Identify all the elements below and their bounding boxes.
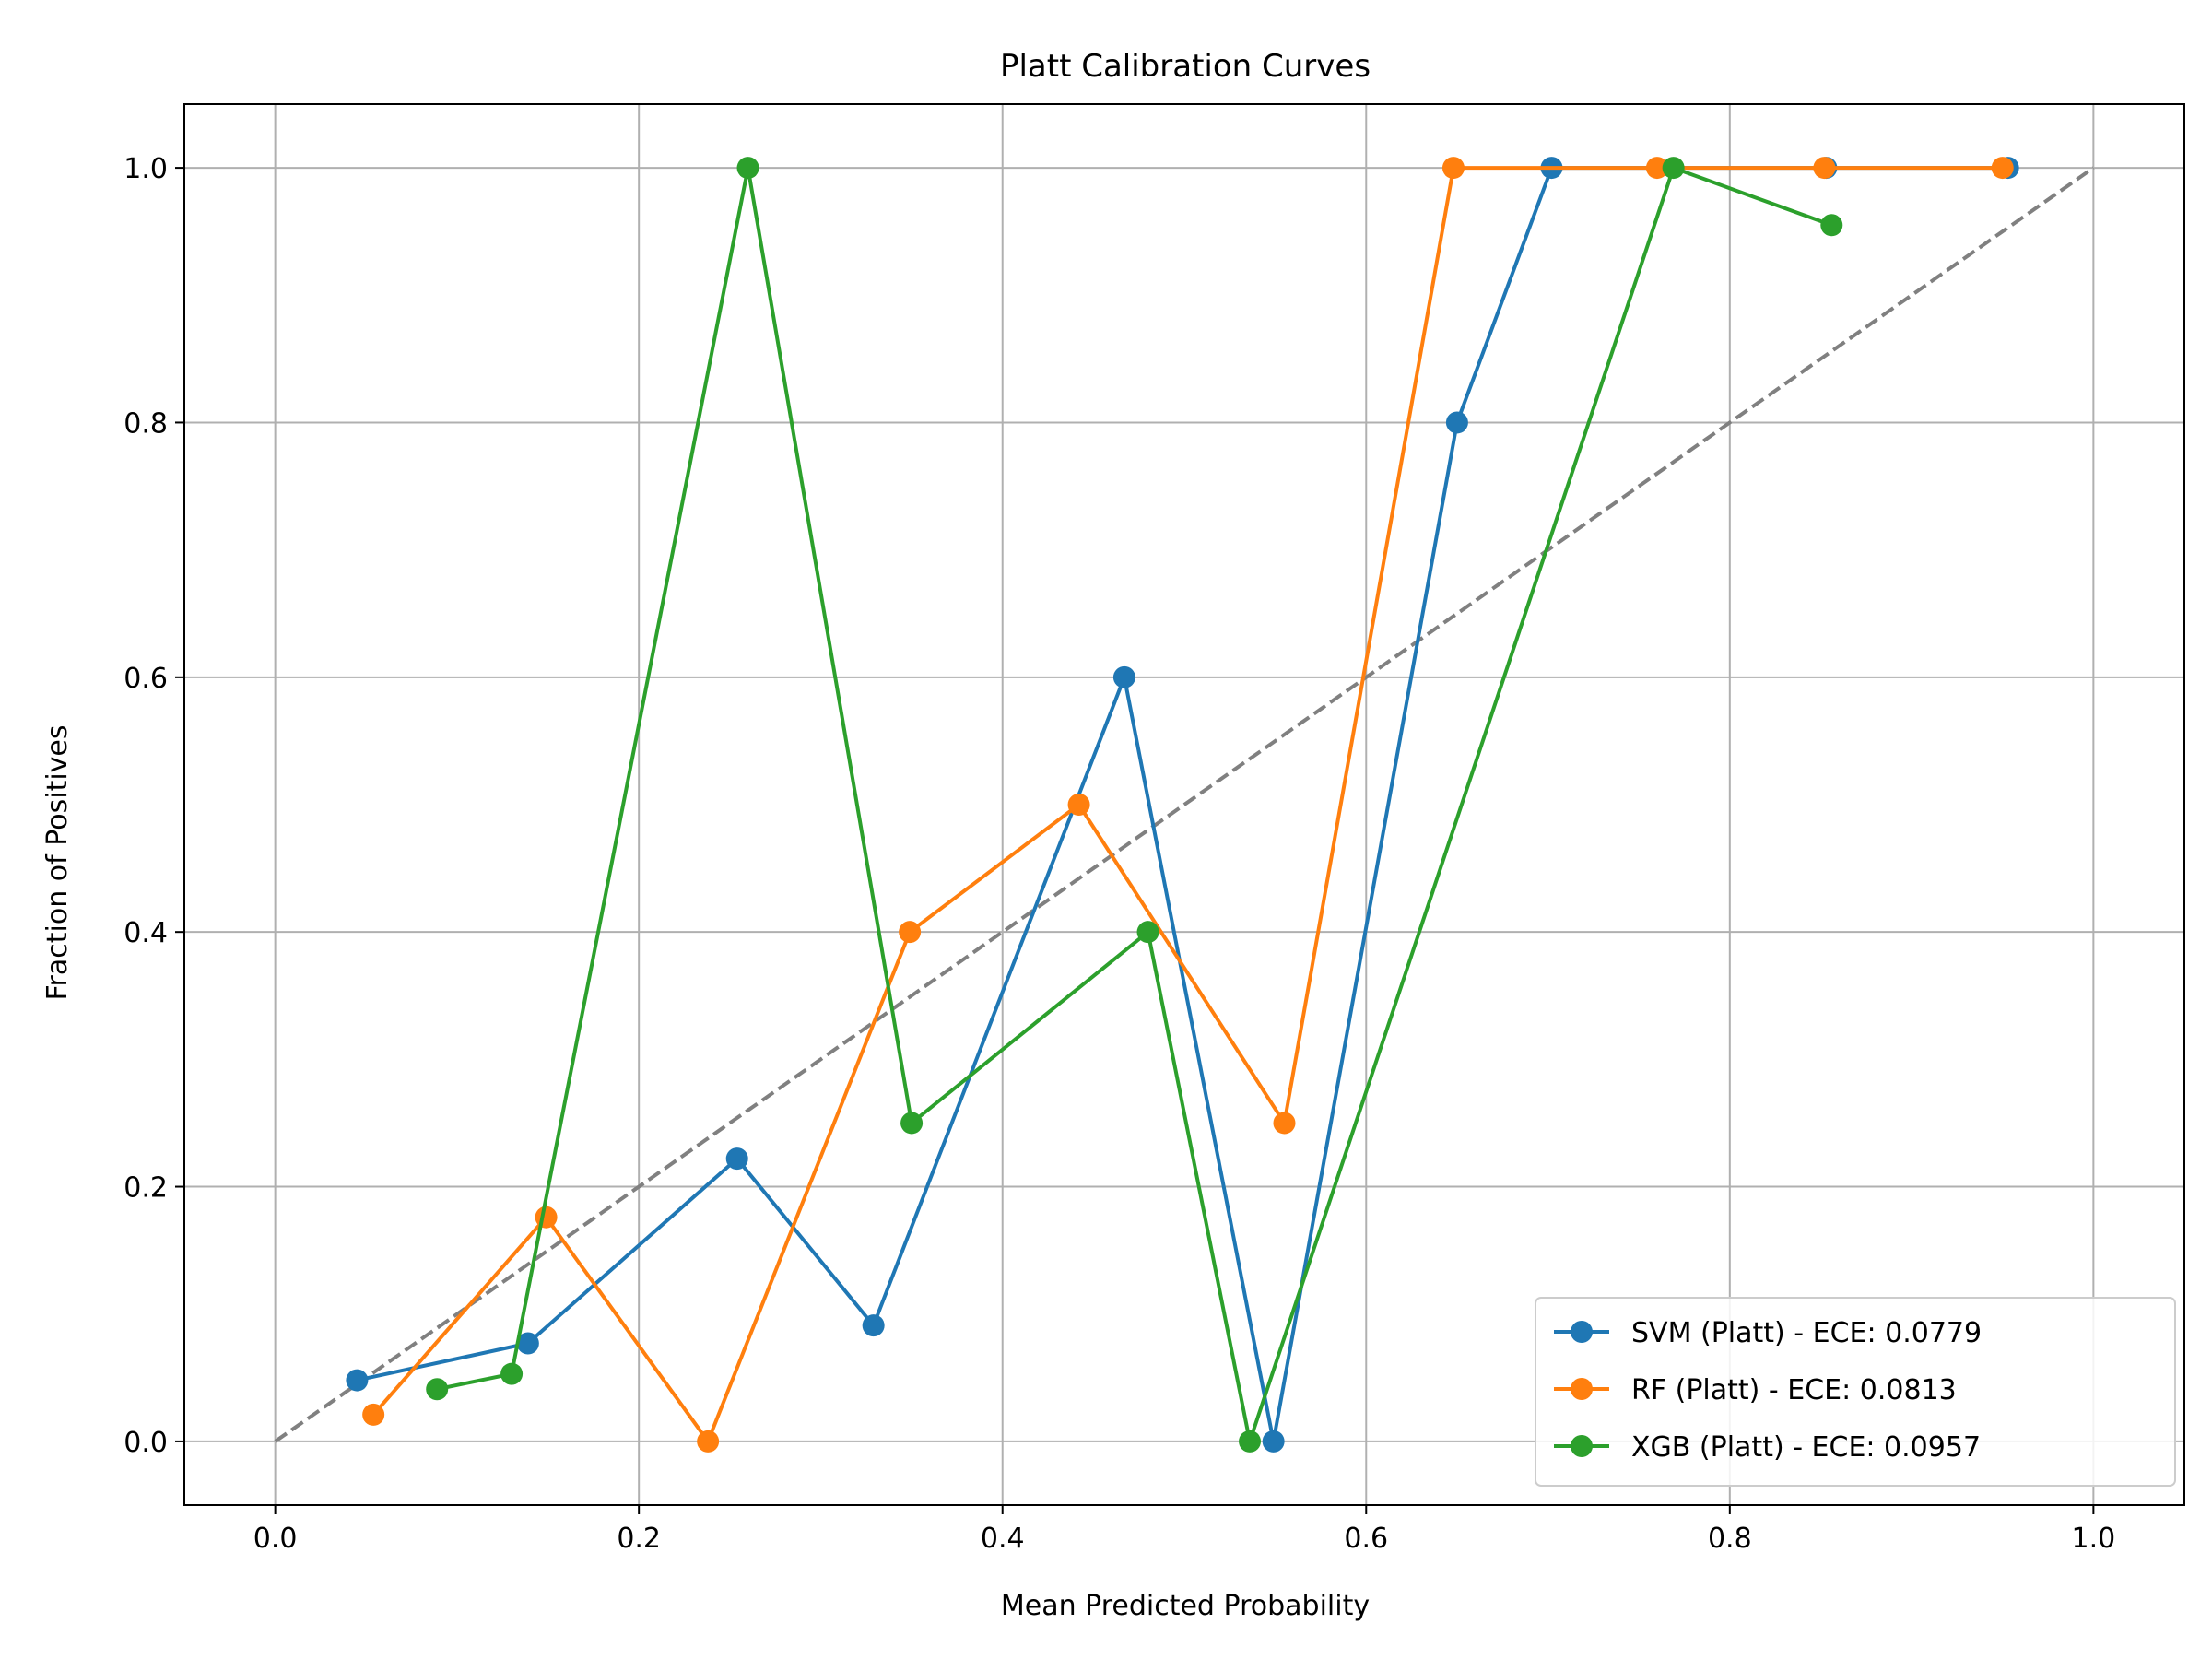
axis-ticks: 0.0 0.2 0.4 0.6 0.8 1.0 0.0 0.2 0.4 0.6 0.8 1.0 [124, 153, 2115, 1555]
legend-box [1535, 1297, 2176, 1487]
y-tick-label: 0.0 [124, 1427, 168, 1459]
series-2 [426, 157, 1843, 1453]
legend-label: SVM (Platt) - ECE: 0.0779 [1631, 1317, 1982, 1349]
chart-title: Platt Calibration Curves [1000, 48, 1371, 85]
legend-swatch-marker [1571, 1378, 1593, 1400]
x-tick-label: 0.2 [617, 1523, 661, 1555]
legend-label: XGB (Platt) - ECE: 0.0957 [1631, 1431, 1981, 1464]
reference-line-group [274, 166, 2095, 1443]
y-tick-label: 1.0 [124, 153, 168, 185]
data-point [862, 1314, 885, 1337]
data-point [1820, 214, 1843, 237]
data-point [900, 1112, 924, 1135]
data-point [426, 1378, 449, 1401]
data-point [1445, 411, 1468, 434]
data-point [1645, 157, 1668, 180]
x-tick-label: 0.6 [1344, 1523, 1388, 1555]
data-point [725, 1147, 748, 1171]
data-point [1991, 157, 2014, 180]
plot-frame [183, 103, 2185, 1506]
data-point [346, 1369, 369, 1392]
data-point [1262, 1430, 1285, 1453]
data-point [697, 1430, 720, 1453]
data-point [1239, 1430, 1262, 1453]
grid [184, 104, 2184, 1505]
reference-diagonal-line [274, 166, 2095, 1443]
data-point [535, 1206, 558, 1229]
legend-swatch-marker [1571, 1321, 1593, 1343]
x-tick-label: 0.4 [981, 1523, 1025, 1555]
data-point [1813, 157, 1836, 180]
y-tick-label: 0.4 [124, 917, 168, 949]
data-point [1662, 157, 1685, 180]
data-point [1136, 921, 1159, 944]
series-line [436, 166, 1832, 1443]
x-tick-label: 1.0 [2072, 1523, 2116, 1555]
series-1 [362, 157, 2014, 1453]
data-point [500, 1362, 524, 1385]
legend-label: RF (Platt) - ECE: 0.0813 [1631, 1374, 1957, 1406]
x-tick-label: 0.0 [253, 1523, 298, 1555]
data-point [516, 1332, 539, 1355]
y-axis-label: Fraction of Positives [41, 724, 74, 1000]
y-tick-label: 0.2 [124, 1172, 168, 1205]
data-point [1112, 665, 1135, 688]
data-point [362, 1403, 385, 1426]
data-point [736, 157, 759, 180]
legend: SVM (Platt) - ECE: 0.0779 RF (Platt) - EC… [1535, 1297, 2176, 1487]
data-point [1441, 157, 1465, 180]
data-point [899, 921, 922, 944]
series-group [346, 157, 2019, 1453]
y-tick-label: 0.8 [124, 407, 168, 440]
data-point [1273, 1112, 1296, 1135]
y-tick-label: 0.6 [124, 663, 168, 695]
x-tick-label: 0.8 [1708, 1523, 1752, 1555]
legend-swatch-marker [1571, 1435, 1593, 1457]
series-line [371, 166, 2003, 1443]
data-point [1067, 794, 1090, 816]
x-axis-label: Mean Predicted Probability [1001, 1590, 1370, 1622]
